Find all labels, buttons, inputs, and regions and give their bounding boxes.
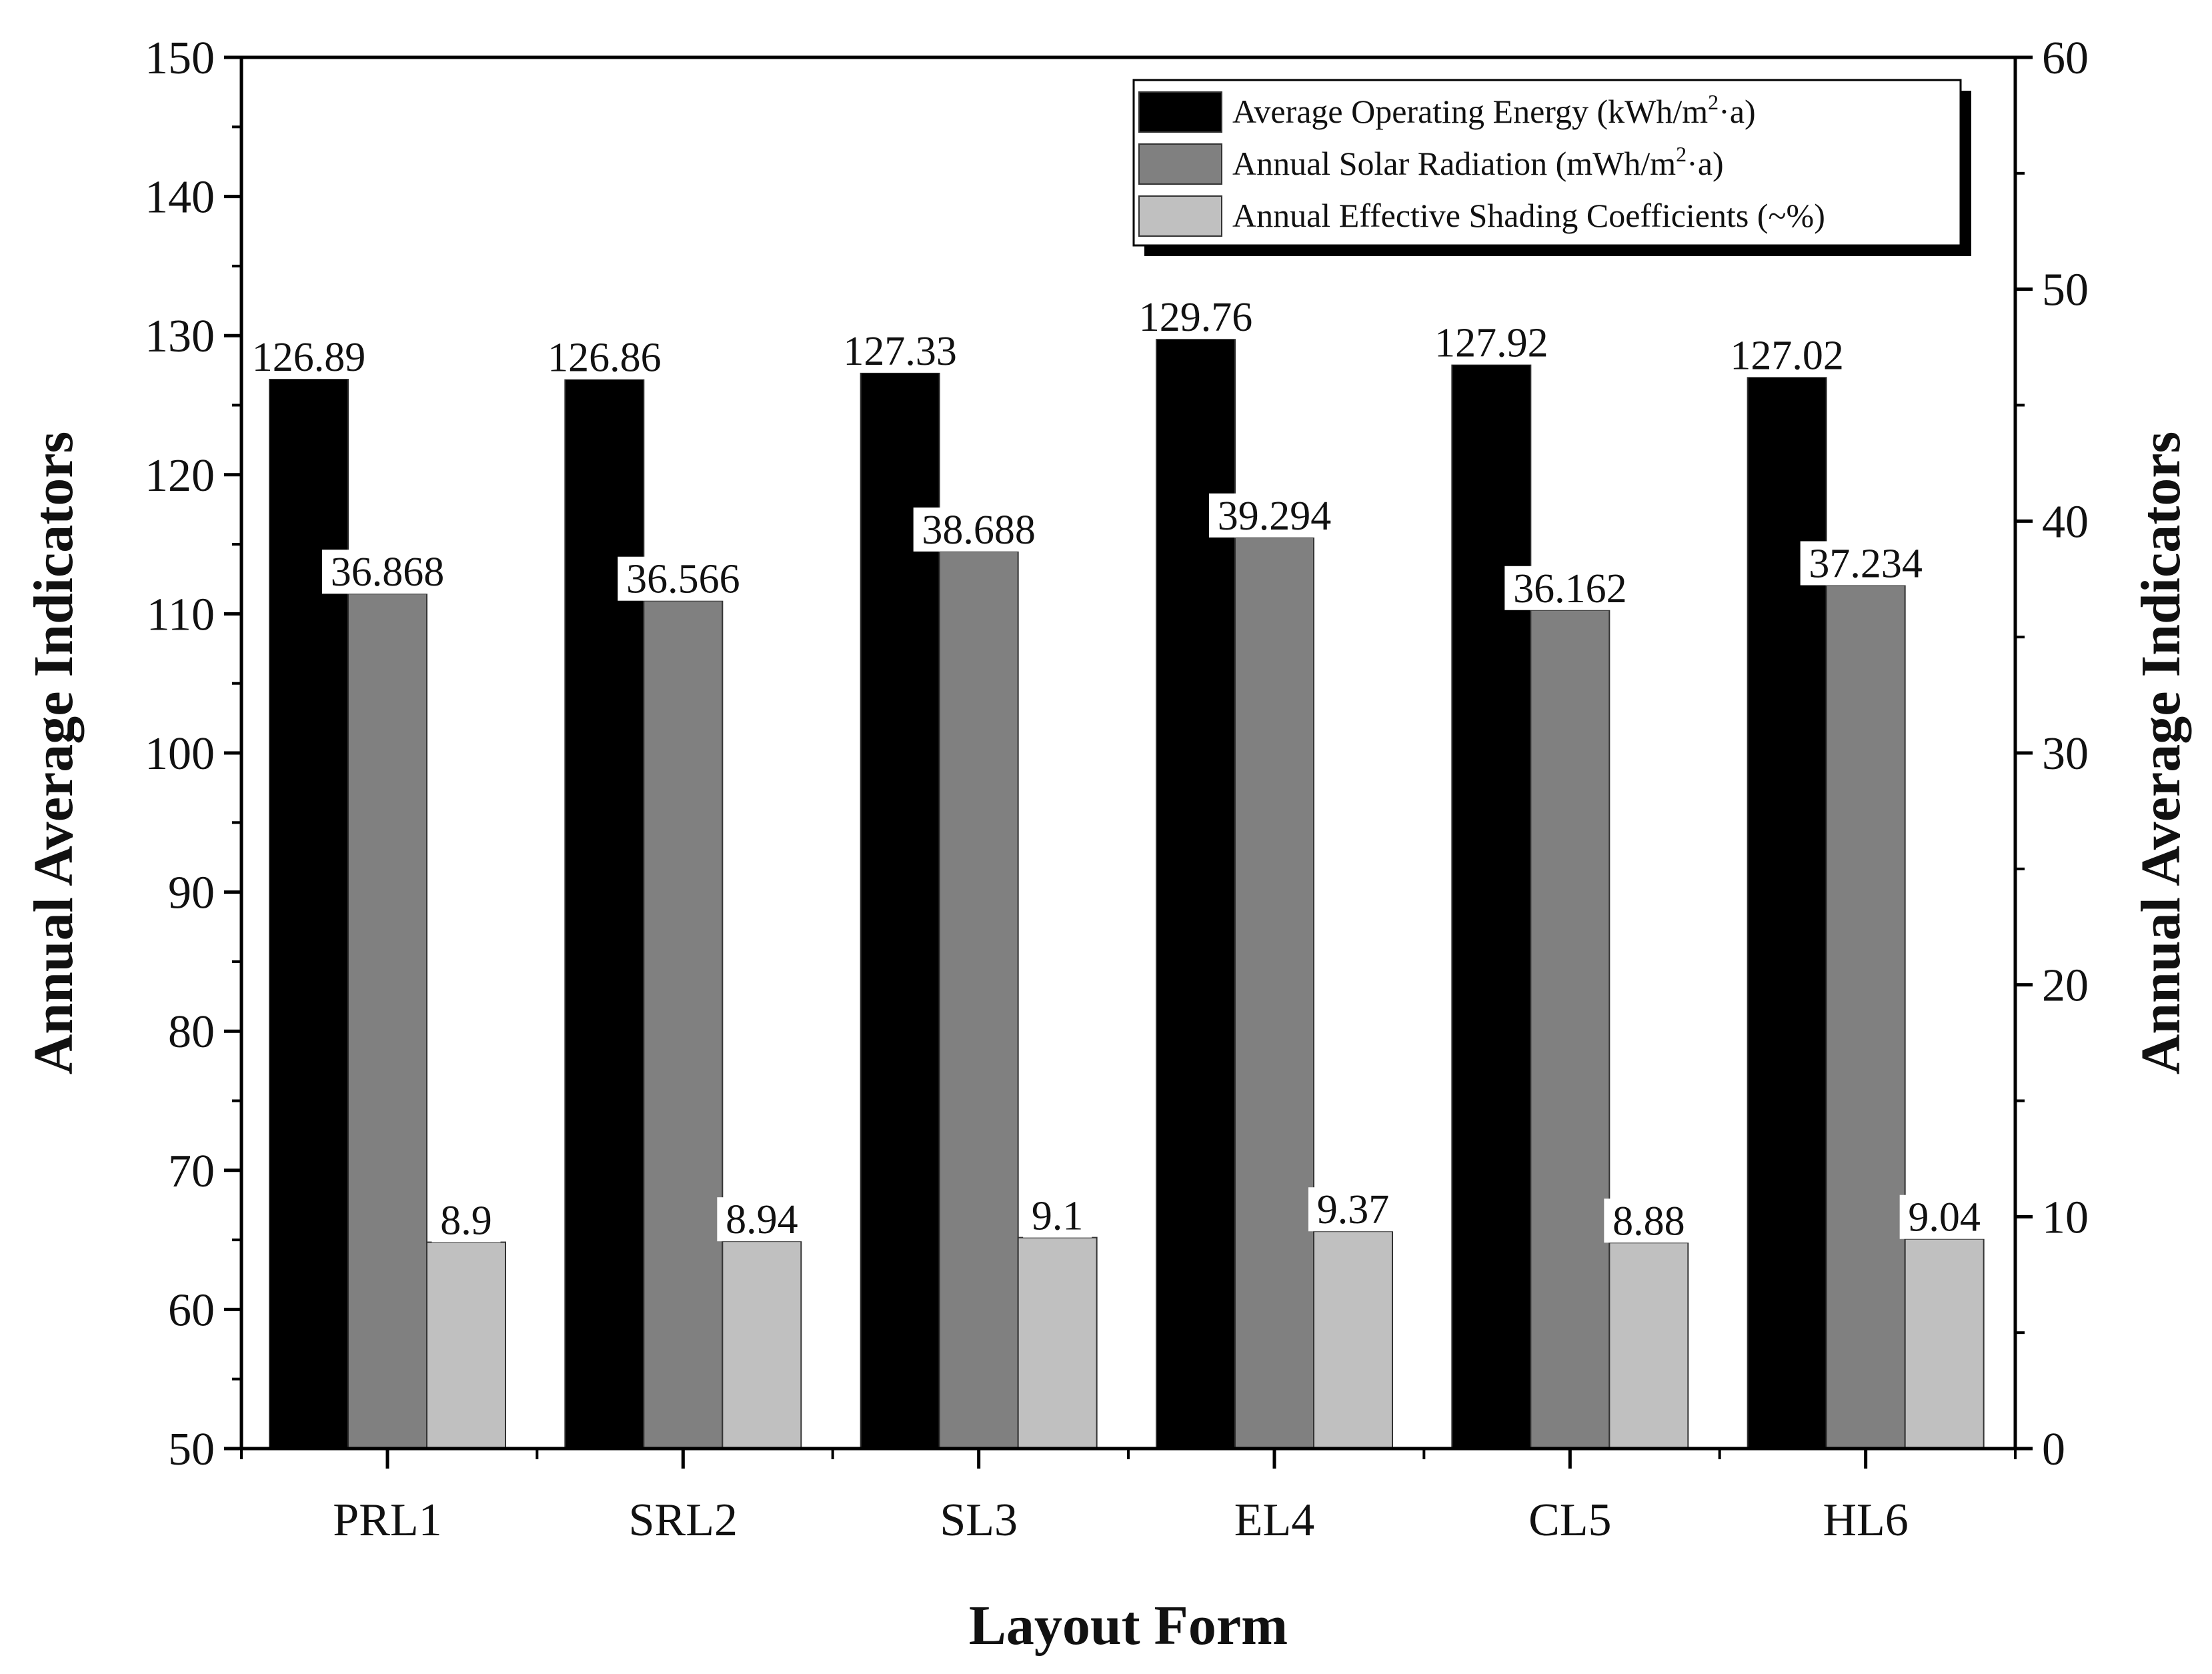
x-axis-ticks: PRL1 SRL2 SL3 EL4 CL5 HL6 [240, 1449, 2017, 1546]
data-label-background [1308, 1187, 1398, 1232]
legend-entry: Annual Solar Radiation (mWh/m2·a) [1232, 142, 1724, 182]
data-labels: 126.89 36.868 8.9 126.86 36.566 8.94 127.33 38.… [243, 295, 1989, 1244]
bar-average-operating-energysrl2 [564, 378, 645, 1449]
bar-average-operating-energyhl6 [1747, 376, 1827, 1449]
legend-swatch [1138, 91, 1222, 133]
data-label: 38.688 [922, 508, 1036, 553]
data-label: 127.92 [1434, 321, 1548, 366]
bar-annual-solar-radiationsrl2 [643, 600, 724, 1449]
right-tick-label: 30 [2042, 728, 2089, 780]
bar-annual-solar-radiationsl3 [938, 550, 1019, 1450]
bar-annual-effective-shading-coefficientsprl1 [426, 1241, 506, 1449]
data-label-background [1209, 493, 1340, 538]
left-y-axis-title: Annual Average Indicators [23, 432, 85, 1074]
left-tick-label: 60 [168, 1285, 215, 1336]
data-label: 39.294 [1218, 494, 1332, 539]
data-label: 8.94 [726, 1197, 798, 1242]
bar-annual-solar-radiationel4 [1234, 536, 1314, 1450]
left-tick-label: 150 [145, 33, 215, 84]
legend-entry: Annual Effective Shading Coefficients (~… [1232, 197, 1825, 234]
legend-swatch [1138, 143, 1222, 185]
bar-average-operating-energycl5 [1451, 363, 1532, 1450]
left-tick-label: 70 [168, 1146, 215, 1197]
data-label-background [1023, 1193, 1092, 1238]
right-tick-label: 60 [2042, 33, 2089, 84]
data-label-background [1604, 1198, 1694, 1243]
data-label-background [834, 328, 966, 373]
left-tick-label: 120 [145, 450, 215, 502]
bar-annual-solar-radiationprl1 [347, 593, 427, 1449]
data-label: 9.1 [1032, 1194, 1084, 1239]
data-label-background [913, 507, 1044, 552]
left-tick-label: 130 [145, 311, 215, 362]
data-label: 37.234 [1809, 541, 1923, 586]
right-tick-label: 0 [2042, 1424, 2065, 1475]
data-label: 9.37 [1317, 1187, 1390, 1232]
data-label-background [1130, 295, 1261, 339]
data-label-background [1504, 566, 1636, 610]
data-label: 126.89 [252, 335, 366, 380]
legend-entry: Average Operating Energy (kWh/m2·a) [1232, 90, 1756, 130]
x-tick-label: SRL2 [629, 1495, 738, 1546]
x-axis-title: Layout Form [969, 1595, 1288, 1657]
data-label-background [717, 1197, 807, 1242]
data-label-background [1426, 320, 1557, 365]
x-tick-label: CL5 [1528, 1495, 1611, 1546]
right-tick-label: 40 [2042, 496, 2089, 548]
x-tick-label: EL4 [1234, 1495, 1315, 1546]
data-label-background [539, 335, 670, 379]
data-label: 9.04 [1908, 1195, 1981, 1240]
data-label: 127.02 [1730, 333, 1844, 378]
legend-box [1132, 79, 1962, 247]
data-label-background [618, 556, 749, 601]
legend-swatch [1138, 195, 1222, 237]
legend: Average Operating Energy (kWh/m2·a) Annua… [1132, 79, 1971, 256]
data-label-background [243, 335, 374, 379]
data-label-background [431, 1198, 501, 1242]
data-label-background [1899, 1194, 1989, 1239]
data-label: 127.33 [843, 329, 957, 374]
bar-annual-effective-shading-coefficientsel4 [1313, 1230, 1393, 1449]
left-tick-label: 110 [147, 589, 215, 640]
left-tick-label: 140 [145, 172, 215, 223]
right-tick-label: 50 [2042, 265, 2089, 316]
data-label: 8.9 [440, 1198, 492, 1244]
data-label: 129.76 [1139, 295, 1253, 340]
x-tick-label: SL3 [940, 1495, 1018, 1546]
data-label: 36.566 [626, 557, 740, 602]
right-tick-label: 10 [2042, 1192, 2089, 1243]
bar-annual-effective-shading-coefficientshl6 [1904, 1238, 1985, 1450]
left-tick-label: 50 [168, 1424, 215, 1475]
left-tick-label: 100 [145, 728, 215, 780]
data-label-background [1800, 541, 1931, 586]
data-label-background [322, 550, 453, 594]
bar-annual-solar-radiationhl6 [1825, 584, 1906, 1449]
bar-annual-effective-shading-coefficientssl3 [1017, 1236, 1098, 1449]
plot-frame [239, 55, 2017, 1451]
right-y-axis-title: Annual Average Indicators [2130, 432, 2192, 1074]
data-label: 36.162 [1513, 566, 1627, 612]
x-tick-label: HL6 [1823, 1495, 1909, 1546]
x-tick-label: PRL1 [333, 1495, 441, 1546]
data-label: 126.86 [547, 335, 662, 381]
left-axis-ticks: 50 60 70 80 90 100 110 120 130 140 150 [145, 33, 241, 1475]
bar-annual-solar-radiationcl5 [1530, 609, 1610, 1449]
bar-annual-effective-shading-coefficientscl5 [1608, 1242, 1689, 1449]
data-label: 36.868 [331, 550, 445, 595]
bar-average-operating-energyprl1 [269, 378, 349, 1449]
left-tick-label: 80 [168, 1006, 215, 1058]
bar-series [269, 338, 1985, 1450]
bar-annual-effective-shading-coefficientssrl2 [722, 1240, 802, 1450]
left-tick-label: 90 [168, 868, 215, 919]
data-label-background [1721, 333, 1853, 377]
right-axis-ticks: 0 10 20 30 40 50 60 [2015, 33, 2089, 1475]
right-tick-label: 20 [2042, 960, 2089, 1012]
data-label: 8.88 [1612, 1198, 1685, 1244]
